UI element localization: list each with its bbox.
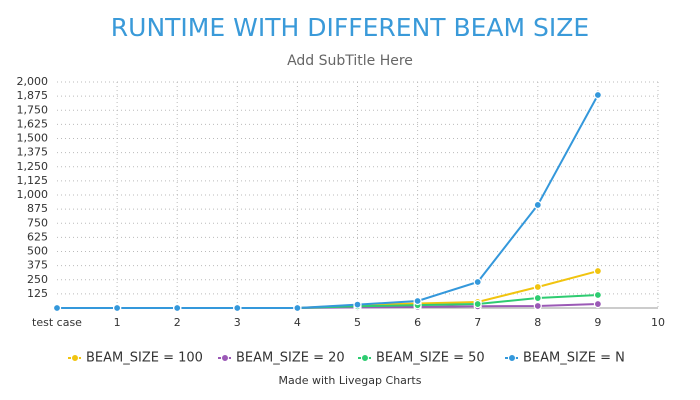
x-tick-label: 5 — [354, 316, 361, 329]
legend-marker — [221, 354, 229, 362]
series-line — [57, 270, 599, 309]
data-point — [473, 277, 482, 287]
data-point — [593, 266, 603, 276]
legend-marker — [508, 354, 516, 362]
legend-label: BEAM_SIZE = 50 — [376, 351, 485, 366]
y-tick-label: 1,750 — [17, 103, 49, 116]
data-point — [112, 303, 122, 313]
data-point — [533, 200, 542, 210]
y-tick-label: 500 — [27, 245, 48, 258]
chart-subtitle: Add SubTitle Here — [287, 53, 413, 69]
y-tick-label: 1,875 — [17, 89, 49, 102]
legend-label: BEAM_SIZE = 20 — [236, 351, 345, 366]
data-point — [593, 290, 603, 300]
data-point — [353, 300, 362, 309]
x-tick-label: 10 — [651, 316, 665, 329]
y-tick-label: 1,500 — [17, 132, 49, 145]
legend-label: BEAM_SIZE = N — [523, 351, 625, 366]
legend-marker — [71, 354, 79, 362]
data-point — [173, 303, 182, 313]
legend-marker — [361, 354, 369, 362]
x-tick-label: 8 — [534, 316, 541, 329]
y-tick-label: 1,375 — [17, 146, 49, 159]
data-point — [413, 296, 422, 306]
data-point — [52, 303, 62, 313]
series-line — [57, 94, 599, 309]
y-tick-label: 125 — [27, 287, 48, 300]
y-tick-label: 1,000 — [17, 188, 49, 201]
data-point — [293, 303, 302, 313]
y-tick-label: 2,000 — [17, 75, 49, 88]
data-point — [593, 299, 603, 309]
data-point — [533, 282, 542, 292]
y-tick-label: 875 — [27, 202, 48, 215]
data-point — [233, 303, 242, 313]
x-tick-label: 7 — [474, 316, 481, 329]
x-tick-label: 1 — [114, 316, 121, 329]
legend-label: BEAM_SIZE = 100 — [86, 351, 203, 366]
y-tick-label: 1,125 — [17, 174, 49, 187]
x-tick-label: 9 — [594, 316, 601, 329]
x-tick-label: 6 — [414, 316, 421, 329]
credit: Made with Livegap Charts — [279, 374, 422, 387]
data-point — [533, 301, 542, 311]
chart-title: RUNTIME WITH DIFFERENT BEAM SIZE — [111, 13, 589, 42]
y-tick-label: 625 — [27, 230, 48, 243]
x-tick-label: 3 — [234, 316, 241, 329]
x-tick-label: 4 — [294, 316, 301, 329]
y-tick-label: 1,625 — [17, 117, 49, 130]
x-tick-label: 2 — [174, 316, 181, 329]
y-tick-label: 750 — [27, 216, 48, 229]
y-tick-label: 250 — [27, 273, 48, 286]
y-tick-label: 375 — [27, 259, 48, 272]
y-tick-label: 1,250 — [17, 160, 49, 173]
x-tick-label: test case — [32, 316, 82, 329]
data-point — [533, 293, 542, 303]
data-point — [593, 90, 603, 100]
data-point — [473, 299, 482, 309]
